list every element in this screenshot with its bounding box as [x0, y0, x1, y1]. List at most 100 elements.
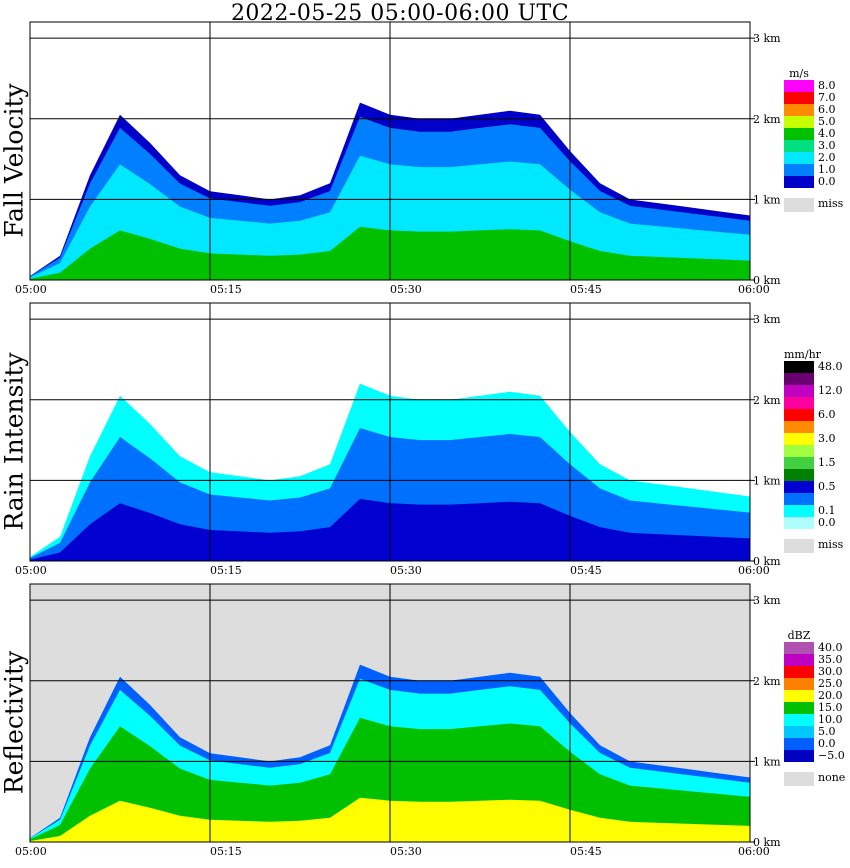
legend-row: [784, 397, 844, 409]
y-tick-label: 0 km: [753, 555, 781, 568]
legend-row: 6.0: [784, 104, 844, 116]
legend-value-label: 40.0: [818, 641, 843, 654]
legend-value-label: 12.0: [818, 384, 843, 397]
legend-swatch: [784, 433, 814, 445]
legend-swatch: [784, 409, 814, 421]
legend-row: 0.1: [784, 505, 844, 517]
legend-value-label: 0.1: [818, 504, 836, 517]
legend-row: 2.0: [784, 152, 844, 164]
legend-row: −5.0: [784, 749, 845, 762]
legend-row: 10.0: [784, 714, 844, 726]
legend-unit: m/s: [789, 67, 809, 80]
x-tick-label: 05:00: [15, 283, 47, 296]
x-tick-label: 05:45: [570, 845, 602, 858]
legend-value-label: 0.0: [818, 737, 836, 750]
panel-label-fall-velocity: Fall Velocity: [0, 83, 29, 238]
legend-row: 1.5: [784, 457, 844, 469]
y-tick-label: 2 km: [753, 675, 781, 688]
legend-fall-velocity: m/s 8.0 7.0 6.0 5.0 4.0 3.0 2.0 1.0 0.0 miss: [784, 68, 844, 216]
y-tick-label: 2 km: [753, 113, 781, 126]
x-tick-label: 06:00: [738, 283, 770, 296]
legend-value-label: 35.0: [818, 653, 843, 666]
legend-row: 48.0: [784, 361, 844, 373]
y-tick-label: 1 km: [753, 755, 781, 768]
legend-swatch: [784, 128, 814, 140]
legend-swatch: [784, 666, 814, 678]
legend-row: [784, 421, 844, 433]
legend-swatch: [784, 678, 814, 690]
legend-value-label: 0.0: [818, 175, 836, 188]
legend-swatch: [784, 493, 814, 505]
legend-value-label: 6.0: [818, 408, 836, 421]
legend-value-label: 6.0: [818, 103, 836, 116]
legend-row: [784, 373, 844, 385]
y-tick-label: 0 km: [753, 836, 781, 849]
legend-swatch: [784, 690, 814, 702]
legend-value-label: 20.0: [818, 689, 843, 702]
legend-swatch: [784, 457, 814, 469]
legend-row: 0.0: [784, 517, 844, 529]
legend-row: 8.0: [784, 80, 844, 92]
y-tick-label: 1 km: [753, 474, 781, 487]
y-tick-label: 3 km: [753, 594, 781, 607]
y-tick-label: 1 km: [753, 193, 781, 206]
legend-swatch: [784, 92, 814, 104]
legend-row: 5.0: [784, 726, 844, 738]
legend-row: 12.0: [784, 385, 844, 397]
legend-row: 25.0: [784, 678, 844, 690]
legend-unit: dBZ: [787, 629, 811, 642]
legend-missing-row: miss: [784, 539, 844, 557]
legend-swatch: [784, 80, 814, 92]
legend-swatch: [784, 642, 814, 654]
legend-swatch: [784, 373, 814, 385]
legend-swatch: [784, 481, 814, 493]
legend-value-label: 5.0: [818, 725, 836, 738]
legend-value-label: 25.0: [818, 677, 843, 690]
legend-swatch: [784, 654, 814, 666]
legend-value-label: 0.5: [818, 480, 836, 493]
legend-row: 0.0: [784, 738, 844, 750]
legend-swatch: [784, 176, 814, 188]
legend-value-label: 10.0: [818, 713, 843, 726]
x-tick-label: 05:45: [570, 564, 602, 577]
legend-swatch: [784, 726, 814, 738]
legend-value-label: 7.0: [818, 91, 836, 104]
legend-value-label: 15.0: [818, 701, 843, 714]
legend-value-label: 4.0: [818, 127, 836, 140]
legend-row: 3.0: [784, 433, 844, 445]
legend-swatch: [784, 152, 814, 164]
legend-value-label: −5.0: [818, 749, 845, 762]
legend-row: 35.0: [784, 654, 844, 666]
legend-value-label: 2.0: [818, 151, 836, 164]
y-tick-label: 3 km: [753, 32, 781, 45]
legend-missing-swatch: [784, 539, 814, 553]
legend-row: [784, 493, 844, 505]
legend-row: 20.0: [784, 690, 844, 702]
legend-reflectivity: dBZ 40.0 35.0 30.0 25.0 20.0 15.0 10.0 5.0 0.0 −5…: [784, 629, 846, 790]
legend-value-label: 1.5: [818, 456, 836, 469]
legend-row: 0.5: [784, 481, 844, 493]
legend-value-label: 1.0: [818, 163, 836, 176]
legend-swatch: [784, 385, 814, 397]
legend-unit: mm/hr: [784, 348, 821, 361]
legend-missing-row: miss: [784, 198, 844, 216]
legend-row: 5.0: [784, 116, 844, 128]
y-tick-label: 3 km: [753, 313, 781, 326]
x-tick-label: 05:45: [570, 283, 602, 296]
legend-missing-label: none: [818, 771, 846, 784]
legend-rain-intensity: mm/hr 48.0 12.0 6.0 3.0 1.5 0.5 0.1 0.0 miss: [784, 349, 844, 557]
legend-missing-label: miss: [818, 538, 844, 551]
legend-value-label: 3.0: [818, 432, 836, 445]
y-tick-label: 2 km: [753, 394, 781, 407]
legend-value-label: 3.0: [818, 139, 836, 152]
legend-row: 4.0: [784, 128, 844, 140]
x-tick-label: 05:15: [210, 564, 242, 577]
legend-swatch: [784, 517, 814, 529]
legend-row: [784, 445, 844, 457]
legend-value-label: 8.0: [818, 79, 836, 92]
legend-value-label: 0.0: [818, 516, 836, 529]
legend-swatch: [784, 738, 814, 750]
x-tick-label: 05:30: [390, 283, 422, 296]
x-tick-label: 05:30: [390, 845, 422, 858]
